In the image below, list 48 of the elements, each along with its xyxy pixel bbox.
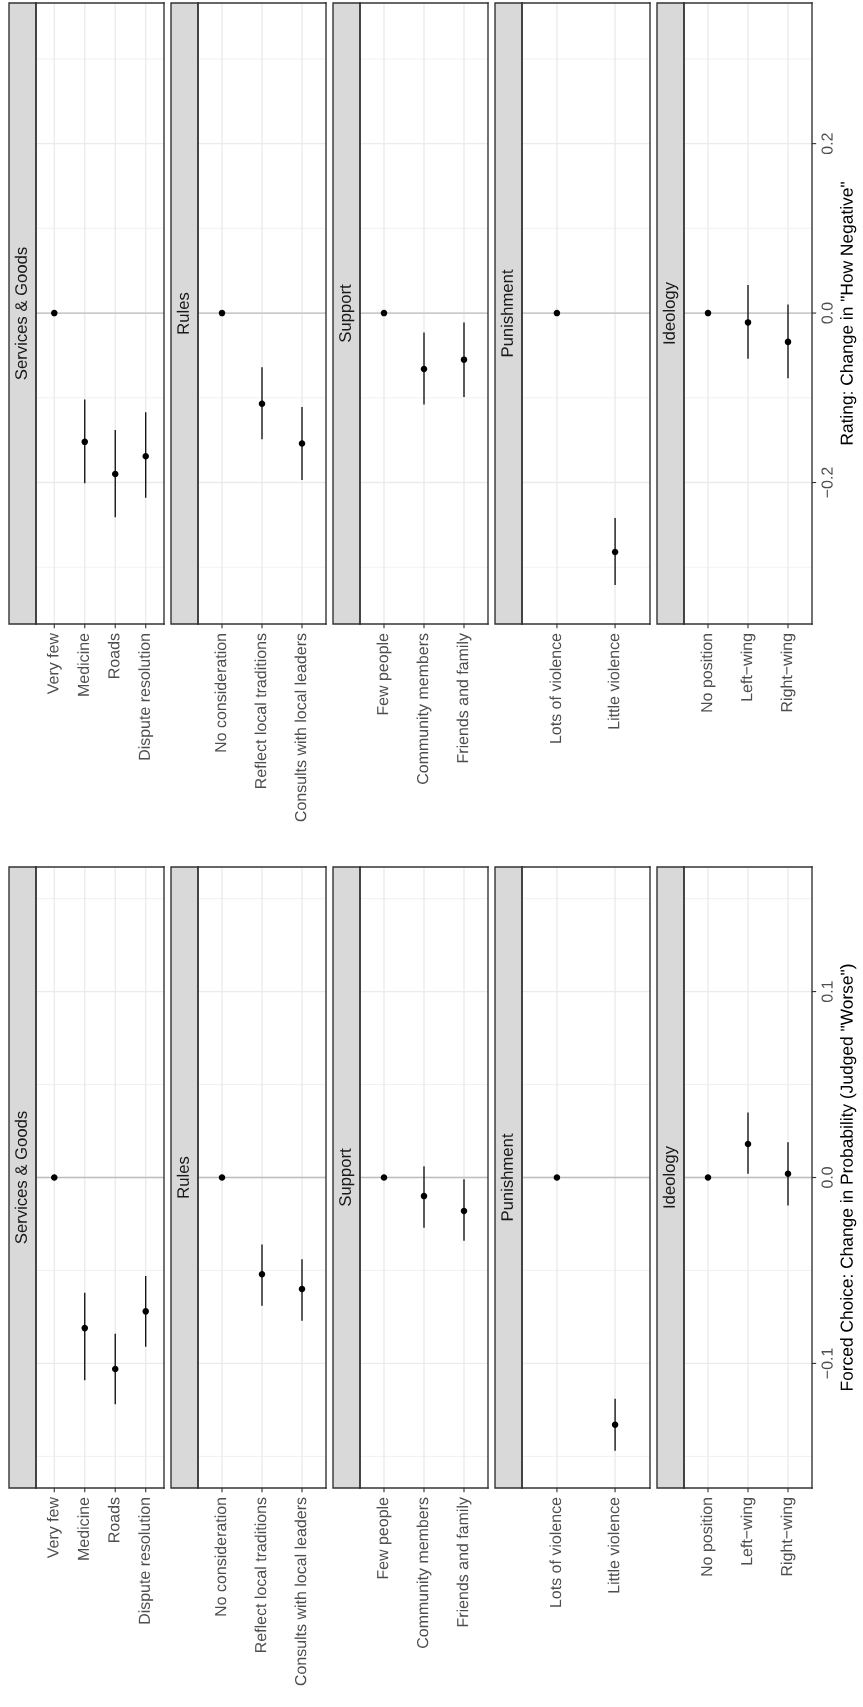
x-tick-label: Few people bbox=[376, 1497, 392, 1579]
text: Punishment bbox=[500, 269, 513, 357]
x-tick-label: Very few bbox=[46, 1496, 62, 1559]
text: Ideology bbox=[662, 282, 679, 344]
x-tick-label: Lots of violence bbox=[549, 1497, 562, 1607]
y-axis-title: Rating: Change in "How Negative" bbox=[840, 182, 857, 445]
x-tick-label: Medicine bbox=[77, 1497, 90, 1560]
x-tick-label: Right−wing bbox=[780, 634, 796, 712]
text: Rules bbox=[176, 292, 189, 334]
x-tick-label: Little violence bbox=[607, 633, 620, 729]
y-tick-label: 0.0 bbox=[821, 1167, 833, 1188]
x-tick-label: No position bbox=[700, 634, 716, 712]
x-tick-label: Friends and family bbox=[456, 633, 472, 763]
y-tick-label: 0.1 bbox=[821, 981, 833, 1003]
x-tick-label: Right−wing bbox=[780, 1498, 796, 1576]
x-tick-label: Lots of violence bbox=[549, 633, 562, 743]
x-tick-label: Reflect local traditions bbox=[254, 1497, 267, 1652]
x-tick-label: Very few bbox=[46, 632, 62, 695]
y-axis-title: Forced Choice: Change in Probability (Judged "Worse") bbox=[840, 964, 857, 1391]
x-tick-label: Friends and family bbox=[456, 1497, 472, 1627]
x-tick-label: Left−wing bbox=[740, 1498, 756, 1565]
x-tick-label: Community members bbox=[416, 633, 432, 784]
y-tick-label: −0.2 bbox=[821, 467, 833, 498]
text: Ideology bbox=[662, 1146, 679, 1208]
x-tick-label: Consults with local leaders bbox=[294, 633, 307, 822]
x-tick-label: Dispute resolution bbox=[138, 1498, 154, 1624]
x-tick-label: No consideration bbox=[214, 1498, 227, 1616]
x-tick-label: Consults with local leaders bbox=[294, 1497, 307, 1686]
text: Services & Goods bbox=[14, 247, 27, 380]
text: Support bbox=[339, 1148, 355, 1206]
x-tick-label: Community members bbox=[416, 1497, 432, 1648]
x-tick-label: Few people bbox=[376, 633, 392, 715]
text: Punishment bbox=[500, 1133, 513, 1221]
text: Support bbox=[339, 284, 355, 342]
text: Rules bbox=[176, 1156, 189, 1198]
y-tick-label: 0.0 bbox=[821, 302, 833, 324]
x-tick-label: No position bbox=[700, 1498, 716, 1576]
x-tick-label: Medicine bbox=[77, 633, 90, 696]
y-tick-label: −0.1 bbox=[821, 1348, 833, 1379]
x-tick-label: Dispute resolution bbox=[138, 634, 154, 760]
text: Services & Goods bbox=[14, 1111, 27, 1244]
x-tick-label: Left−wing bbox=[740, 634, 756, 701]
x-tick-label: No consideration bbox=[214, 634, 227, 752]
x-tick-label: Roads bbox=[107, 633, 120, 678]
x-tick-label: Little violence bbox=[607, 1497, 620, 1593]
x-tick-label: Reflect local traditions bbox=[254, 633, 267, 788]
y-tick-label: 0.2 bbox=[821, 133, 833, 155]
x-tick-label: Roads bbox=[107, 1497, 120, 1542]
